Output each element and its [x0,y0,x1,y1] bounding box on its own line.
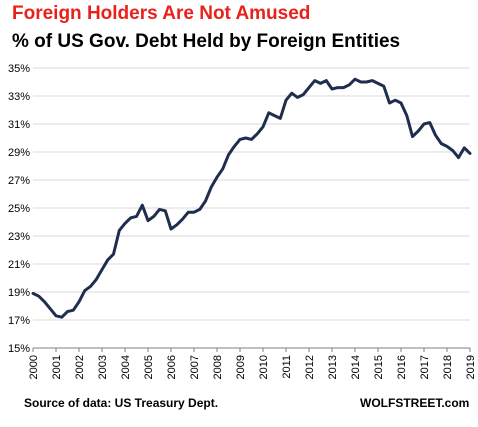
y-tick-label: 25% [8,203,30,215]
x-tick-label: 2009 [235,355,247,379]
y-tick-label: 15% [8,343,30,355]
brand-label: WOLFSTREET.com [360,396,470,410]
chart-subtitle: % of US Gov. Debt Held by Foreign Entiti… [12,31,401,52]
x-tick-label: 2014 [350,355,362,379]
y-tick-label: 29% [8,147,30,159]
x-tick-label: 2007 [189,355,201,379]
x-tick-label: 2005 [143,355,155,379]
y-tick-label: 31% [8,119,30,131]
x-tick-label: 2001 [51,355,63,379]
x-tick-label: 2016 [396,355,408,379]
series-line [31,77,472,319]
x-tick-label: 2000 [28,355,40,379]
y-tick-label: 35% [8,63,30,75]
x-tick-label: 2004 [120,355,132,379]
x-tick-label: 2019 [465,355,477,379]
y-tick-label: 23% [8,231,30,243]
x-tick-label: 2003 [97,355,109,379]
x-tick-label: 2017 [419,355,431,379]
x-tick-label: 2012 [304,355,316,379]
y-tick-label: 27% [8,175,30,187]
y-tick-label: 17% [8,315,30,327]
x-tick-label: 2006 [166,355,178,379]
chart-title: Foreign Holders Are Not Amused [12,3,311,24]
x-tick-label: 2018 [442,355,454,379]
x-tick-label: 2008 [212,355,224,379]
x-tick-label: 2011 [281,355,293,379]
source-note: Source of data: US Treasury Dept. [24,396,219,410]
x-tick-label: 2002 [74,355,86,379]
y-tick-label: 19% [8,287,30,299]
x-tick-label: 2010 [258,355,270,379]
x-tick-label: 2015 [373,355,385,379]
x-tick-label: 2013 [327,355,339,379]
y-tick-label: 33% [8,91,30,103]
y-tick-label: 21% [8,259,30,271]
